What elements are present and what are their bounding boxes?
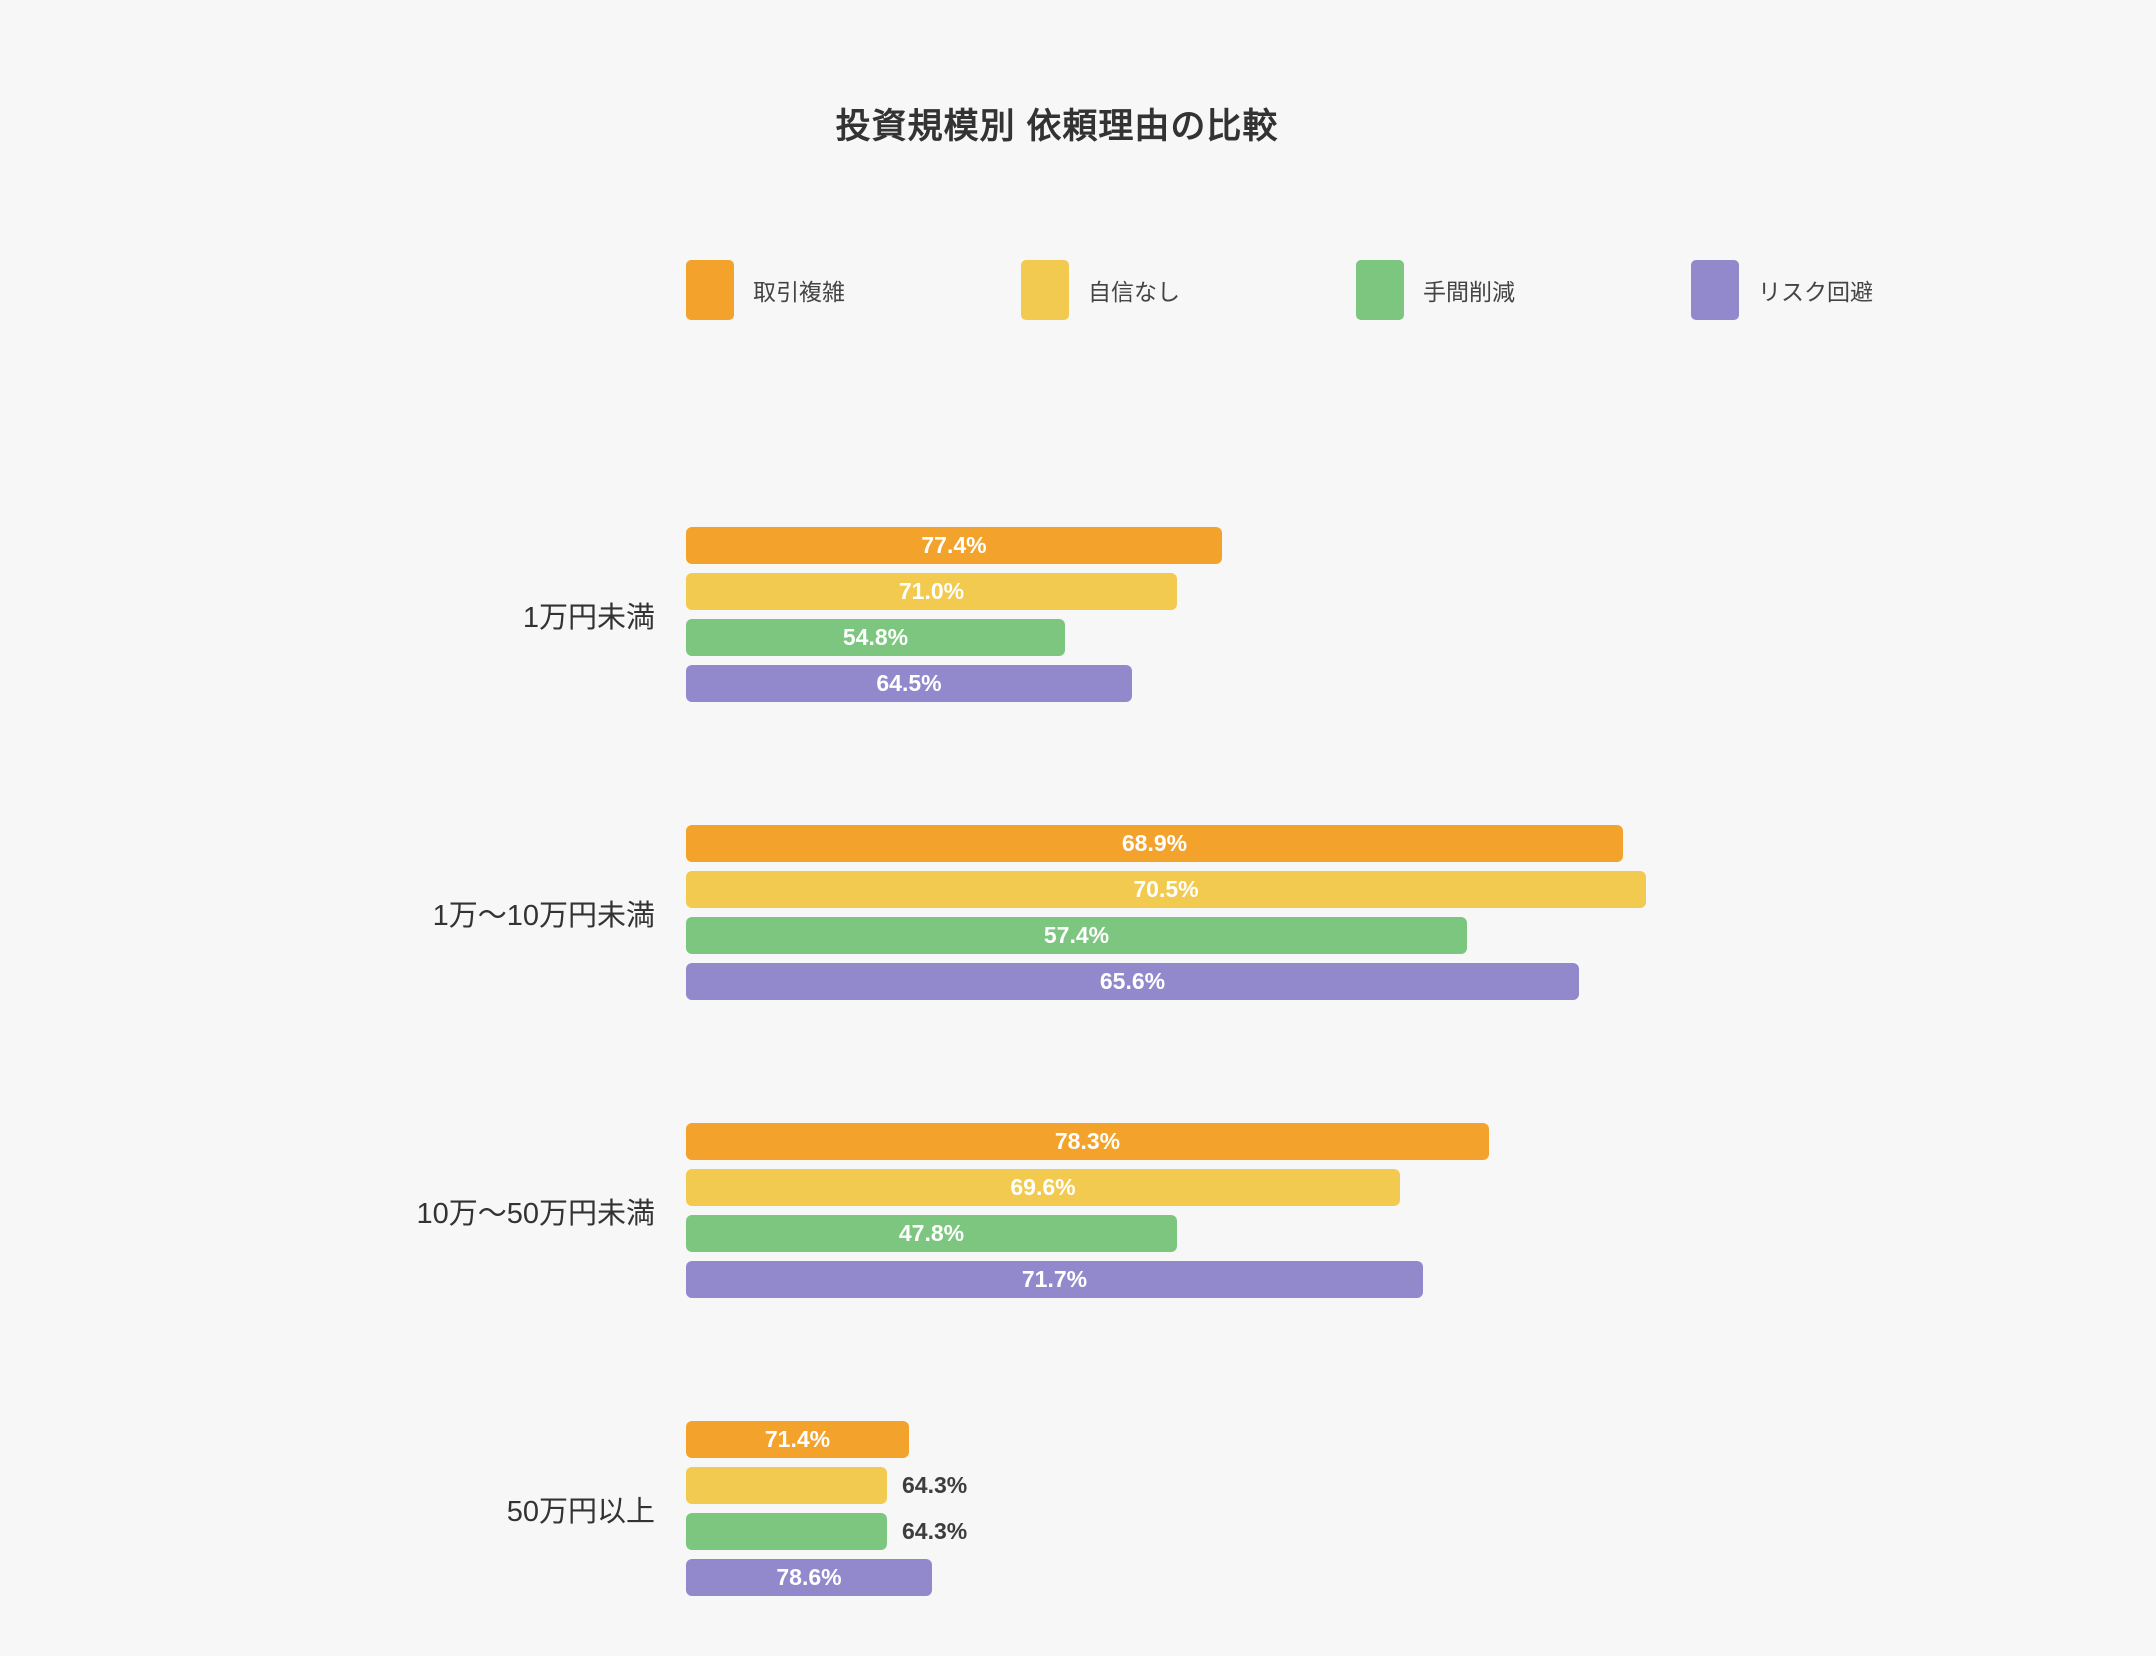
legend-label: 取引複雑 xyxy=(753,279,845,305)
bar: 71.4% xyxy=(686,1421,909,1458)
bar: 70.5% xyxy=(686,871,1646,908)
bar-row: 64.3% xyxy=(686,1513,2156,1550)
bar-row: 57.4% xyxy=(686,917,2156,954)
bar-value-label: 68.9% xyxy=(1121,830,1188,856)
legend-item: 自信なし xyxy=(1021,260,1356,320)
bar-value-label: 54.8% xyxy=(842,624,909,650)
bar-group: 50万円以上 71.4% 64.3% 64.3% 78.6% xyxy=(507,1421,2156,1596)
bar-row: 69.6% xyxy=(686,1169,2156,1206)
legend-label: 自信なし xyxy=(1088,279,1180,305)
bar-value-label: 78.3% xyxy=(1054,1128,1121,1154)
bar-value-label: 47.8% xyxy=(898,1220,965,1246)
bar: 57.4% xyxy=(686,917,1467,954)
bar-row: 71.0% xyxy=(686,573,2156,610)
bar-group: 1万〜10万円未満 68.9% 70.5% 57.4% 65.6% xyxy=(433,825,2156,1000)
bar: 68.9% xyxy=(686,825,1623,862)
legend: 取引複雑 自信なし 手間削減 リスク回避 xyxy=(686,260,2026,320)
bar-value-label: 78.6% xyxy=(776,1564,842,1590)
bar-group: 10万〜50万円未満 78.3% 69.6% 47.8% 71.7% xyxy=(416,1123,2156,1298)
bar-row: 71.7% xyxy=(686,1261,2156,1298)
bar: 47.8% xyxy=(686,1215,1177,1252)
bar-row: 54.8% xyxy=(686,619,2156,656)
chart-title: 投資規模別 依頼理由の比較 xyxy=(835,107,1279,146)
bar-row: 64.5% xyxy=(686,665,2156,702)
bar-row: 78.3% xyxy=(686,1123,2156,1160)
bar: 77.4% xyxy=(686,527,1222,564)
bar-value-label: 64.3% xyxy=(902,1472,968,1498)
bar-row: 68.9% xyxy=(686,825,2156,862)
category-label: 10万〜50万円未満 xyxy=(416,1197,655,1230)
bar xyxy=(686,1513,887,1550)
bar-value-label: 65.6% xyxy=(1099,968,1166,994)
bar-row: 64.3% xyxy=(686,1467,2156,1504)
bar-value-label: 71.4% xyxy=(764,1426,831,1452)
legend-color-chip xyxy=(1356,260,1404,320)
bar-value-label: 77.4% xyxy=(921,532,987,558)
category-label: 50万円以上 xyxy=(506,1495,655,1528)
bar xyxy=(686,1467,887,1504)
bar-value-label: 71.7% xyxy=(1021,1266,1088,1292)
bar-row: 47.8% xyxy=(686,1215,2156,1252)
bar-row: 65.6% xyxy=(686,963,2156,1000)
bar: 64.5% xyxy=(686,665,1132,702)
bar-group: 1万円未満 77.4% 71.0% 54.8% 64.5% xyxy=(523,527,2156,702)
bar-value-label: 69.6% xyxy=(1010,1174,1076,1200)
bar: 71.7% xyxy=(686,1261,1423,1298)
legend-item: 手間削減 xyxy=(1356,260,1691,320)
legend-label: 手間削減 xyxy=(1423,279,1515,305)
category-label: 1万円未満 xyxy=(522,601,655,634)
category-label: 1万〜10万円未満 xyxy=(432,899,655,932)
bar-row: 78.6% xyxy=(686,1559,2156,1596)
bar-row: 77.4% xyxy=(686,527,2156,564)
bar: 65.6% xyxy=(686,963,1579,1000)
legend-label: リスク回避 xyxy=(1758,279,1873,305)
bar-value-label: 57.4% xyxy=(1043,922,1110,948)
legend-color-chip xyxy=(1691,260,1739,320)
bar-row: 70.5% xyxy=(686,871,2156,908)
bar-value-label: 70.5% xyxy=(1133,876,1199,902)
bar: 69.6% xyxy=(686,1169,1400,1206)
bar-value-label: 64.5% xyxy=(876,670,942,696)
bar: 71.0% xyxy=(686,573,1177,610)
legend-item: 取引複雑 xyxy=(686,260,1021,320)
bar-value-label: 71.0% xyxy=(898,578,965,604)
legend-color-chip xyxy=(686,260,734,320)
bar-value-label: 64.3% xyxy=(902,1518,968,1544)
plot-area: 1万円未満 77.4% 71.0% 54.8% 64.5% 1万〜10万円未満 68.9% 7… xyxy=(416,527,2156,1617)
bar: 78.3% xyxy=(686,1123,1489,1160)
legend-item: リスク回避 xyxy=(1691,260,2026,320)
bar-row: 71.4% xyxy=(686,1421,2156,1458)
legend-color-chip xyxy=(1021,260,1069,320)
bar: 54.8% xyxy=(686,619,1065,656)
bar: 78.6% xyxy=(686,1559,932,1596)
